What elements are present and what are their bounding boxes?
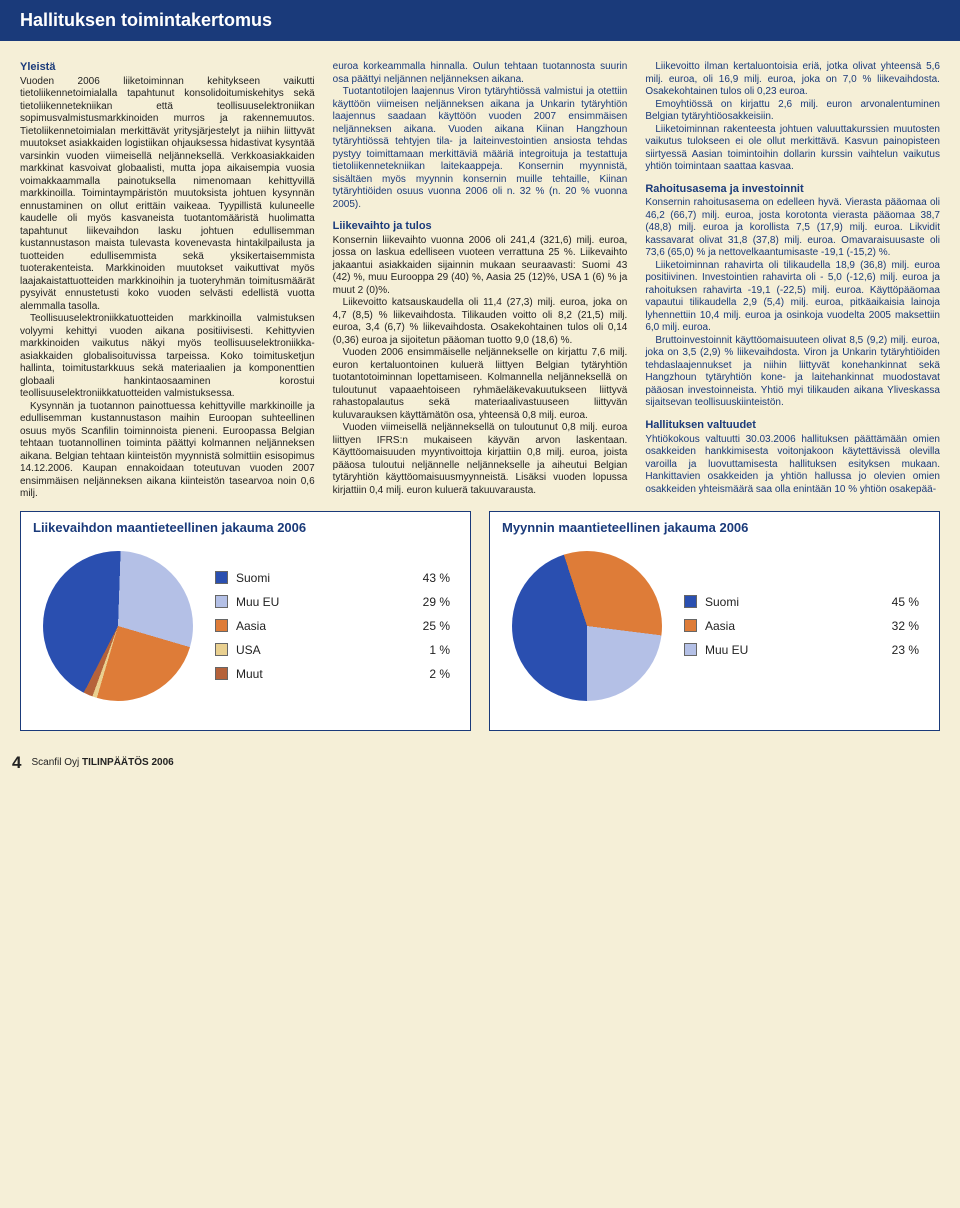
body-text-highlight: Liiketoiminnan rakenteesta johtuen valuu… [645, 124, 940, 174]
section-title-rahoitus: Rahoitusasema ja investoinnit [645, 183, 940, 197]
footer-text: Scanfil Oyj TILINPÄÄTÖS 2006 [31, 757, 173, 768]
legend-swatch [684, 595, 697, 608]
page-number: 4 [12, 753, 21, 773]
legend-item: Suomi43 % [215, 571, 458, 585]
legend-item: Aasia32 % [684, 619, 927, 633]
legend-label: Muut [236, 667, 296, 681]
legend-swatch [215, 619, 228, 632]
body-text-highlight: Tuotantotilojen laajennus Viron tytäryht… [333, 86, 628, 211]
section-title-liikevaihto: Liikevaihto ja tulos [333, 220, 628, 234]
legend-label: Suomi [705, 595, 765, 609]
article-body: Yleistä Vuoden 2006 liiketoiminnan kehit… [0, 41, 960, 511]
body-text-highlight: Konsernin rahoitusasema on edelleen hyvä… [645, 197, 940, 260]
page-title: Hallituksen toimintakertomus [20, 10, 272, 30]
legend-label: Muu EU [705, 643, 765, 657]
body-text: Teollisuuselektroniikkatuotteiden markki… [20, 313, 315, 401]
legend-swatch [215, 667, 228, 680]
legend-swatch [684, 643, 697, 656]
legend-value: 23 % [765, 643, 927, 657]
body-text-highlight: Liikevoitto ilman kertaluontoisia eriä, … [645, 61, 940, 99]
legend-value: 25 % [296, 619, 458, 633]
legend-item: Aasia25 % [215, 619, 458, 633]
legend-label: Aasia [705, 619, 765, 633]
body-text: Liikevoitto katsauskaudella oli 11,4 (27… [333, 297, 628, 347]
body-text-highlight: Liiketoiminnan rahavirta oli tilikaudell… [645, 260, 940, 335]
chart-title: Liikevaihdon maantieteellinen jakauma 20… [33, 520, 458, 535]
page-footer: 4 Scanfil Oyj TILINPÄÄTÖS 2006 [0, 745, 960, 783]
legend-swatch [215, 643, 228, 656]
legend-value: 2 % [296, 667, 458, 681]
page-header: Hallituksen toimintakertomus [0, 0, 960, 41]
body-text: Vuoden 2006 ensimmäiselle neljännekselle… [333, 347, 628, 422]
legend-label: Muu EU [236, 595, 296, 609]
body-text: Konsernin liikevaihto vuonna 2006 oli 24… [333, 235, 628, 298]
body-text: Kysynnän ja tuotannon painottuessa kehit… [20, 401, 315, 501]
legend-item: Muu EU29 % [215, 595, 458, 609]
legend-label: USA [236, 643, 296, 657]
body-text-highlight: euroa korkeammalla hinnalla. Oulun tehta… [333, 61, 628, 86]
legend-item: Suomi45 % [684, 595, 927, 609]
chart-legend: Suomi45 %Aasia32 %Muu EU23 % [672, 595, 927, 657]
chart-revenue-geo: Liikevaihdon maantieteellinen jakauma 20… [20, 511, 471, 731]
pie-chart [33, 551, 203, 701]
legend-item: USA1 % [215, 643, 458, 657]
body-text: Vuoden viimeisellä neljänneksellä on tul… [333, 422, 628, 497]
body-text: Vuoden 2006 liiketoiminnan kehitykseen v… [20, 76, 315, 314]
body-text-highlight: Yhtiökokous valtuutti 30.03.2006 hallitu… [645, 434, 940, 497]
charts-row: Liikevaihdon maantieteellinen jakauma 20… [0, 511, 960, 745]
legend-label: Suomi [236, 571, 296, 585]
pie-chart [502, 551, 672, 701]
legend-value: 45 % [765, 595, 927, 609]
legend-item: Muut2 % [215, 667, 458, 681]
legend-label: Aasia [236, 619, 296, 633]
legend-value: 1 % [296, 643, 458, 657]
chart-legend: Suomi43 %Muu EU29 %Aasia25 %USA1 %Muut2 … [203, 571, 458, 681]
legend-item: Muu EU23 % [684, 643, 927, 657]
body-text-highlight: Bruttoinvestoinnit käyttöomaisuuteen oli… [645, 335, 940, 410]
legend-value: 32 % [765, 619, 927, 633]
chart-sales-geo: Myynnin maantieteellinen jakauma 2006 Su… [489, 511, 940, 731]
legend-swatch [215, 595, 228, 608]
legend-value: 29 % [296, 595, 458, 609]
section-title-hallitus: Hallituksen valtuudet [645, 419, 940, 433]
chart-title: Myynnin maantieteellinen jakauma 2006 [502, 520, 927, 535]
section-title-yleista: Yleistä [20, 61, 315, 75]
legend-swatch [215, 571, 228, 584]
legend-swatch [684, 619, 697, 632]
legend-value: 43 % [296, 571, 458, 585]
body-text-highlight: Emoyhtiössä on kirjattu 2,6 milj. euron … [645, 99, 940, 124]
